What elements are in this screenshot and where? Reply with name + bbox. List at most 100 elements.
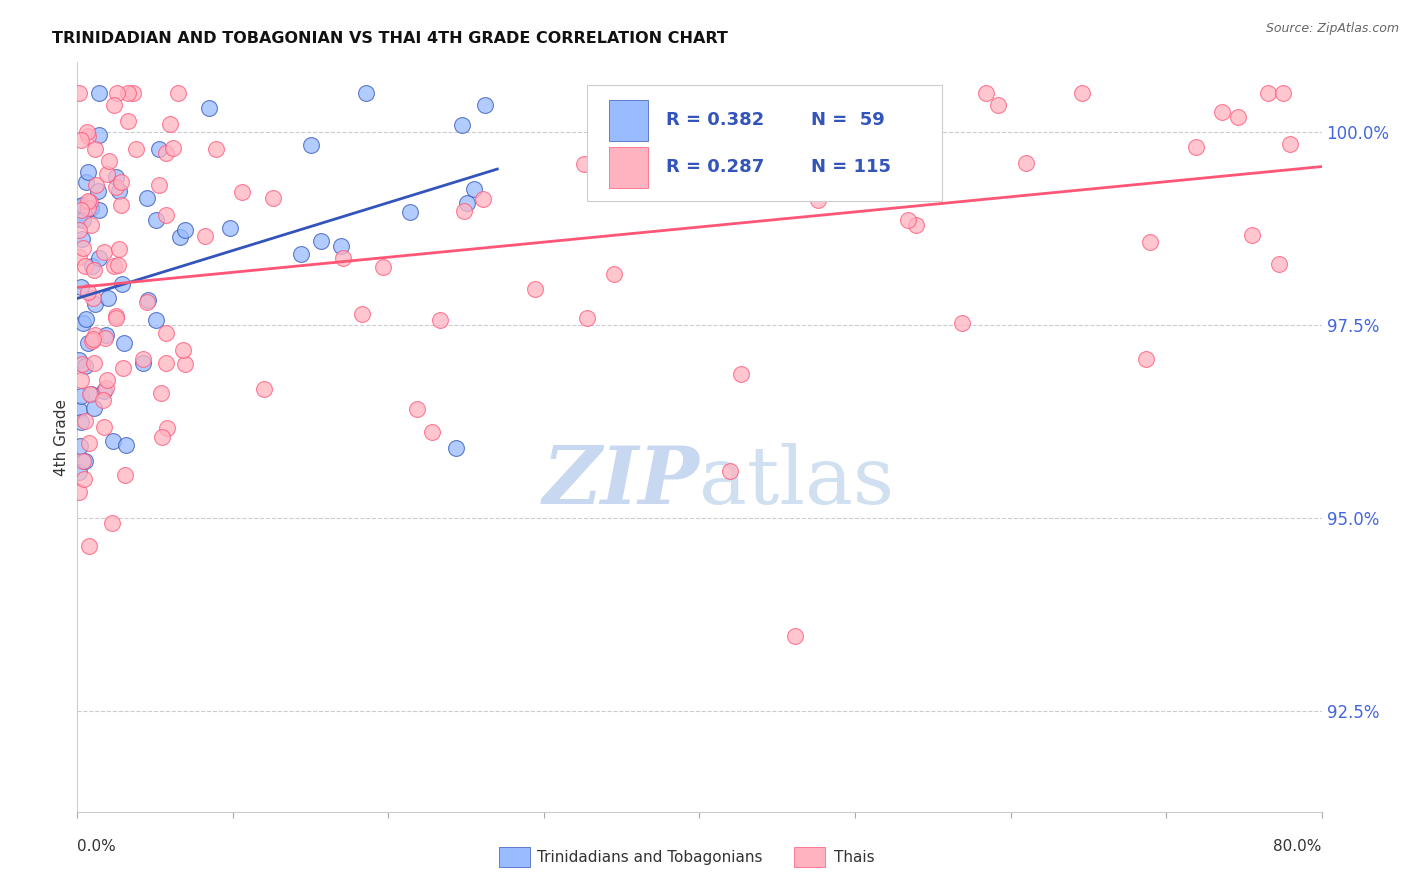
Point	[93, 392, 115, 407]
Point	[103, 98, 125, 112]
Point	[79, 387, 101, 401]
Point	[136, 295, 159, 310]
Point	[156, 421, 179, 435]
FancyBboxPatch shape	[609, 100, 648, 141]
Point	[77, 285, 100, 299]
Point	[70, 373, 93, 387]
Point	[82, 334, 104, 348]
Point	[987, 97, 1010, 112]
Point	[162, 141, 184, 155]
Point	[253, 382, 276, 396]
Point	[93, 384, 115, 399]
Point	[83, 328, 105, 343]
Text: N = 115: N = 115	[811, 159, 891, 177]
Point	[89, 87, 111, 101]
Point	[172, 343, 194, 357]
Point	[70, 198, 93, 212]
Point	[125, 143, 148, 157]
Text: 80.0%: 80.0%	[1274, 838, 1322, 854]
Y-axis label: 4th Grade: 4th Grade	[53, 399, 69, 475]
Point	[1015, 155, 1038, 169]
Point	[904, 218, 927, 232]
Point	[169, 230, 191, 244]
Point	[150, 385, 173, 400]
Point	[575, 310, 598, 325]
Point	[950, 316, 973, 330]
Point	[70, 232, 93, 246]
Point	[105, 309, 128, 323]
Point	[114, 467, 136, 482]
Point	[67, 87, 90, 101]
Point	[122, 87, 145, 101]
Point	[173, 223, 195, 237]
Point	[453, 204, 475, 219]
Point	[110, 175, 132, 189]
Point	[103, 260, 125, 274]
Point	[718, 464, 741, 478]
Point	[644, 103, 666, 117]
Point	[329, 238, 352, 252]
Point	[155, 326, 177, 340]
Point	[75, 359, 97, 374]
Point	[155, 146, 177, 161]
Point	[1268, 257, 1291, 271]
Point	[1227, 111, 1250, 125]
Point	[194, 229, 217, 244]
Point	[132, 352, 155, 367]
Point	[456, 195, 478, 210]
Point	[1071, 87, 1094, 101]
Point	[83, 297, 105, 311]
Point	[451, 118, 474, 132]
Point	[117, 114, 139, 128]
Point	[429, 313, 451, 327]
Point	[572, 157, 595, 171]
Point	[80, 259, 103, 273]
Point	[263, 192, 285, 206]
Point	[105, 87, 128, 101]
Point	[96, 167, 118, 181]
Point	[155, 356, 177, 370]
Point	[299, 138, 322, 153]
Point	[69, 133, 91, 147]
Point	[110, 198, 132, 212]
Point	[70, 357, 93, 371]
Point	[471, 192, 494, 206]
Point	[1257, 87, 1279, 101]
Point	[145, 312, 167, 326]
Point	[97, 154, 120, 169]
Point	[75, 259, 97, 273]
Point	[93, 420, 115, 434]
Point	[73, 414, 96, 428]
Point	[86, 178, 108, 193]
Point	[218, 221, 240, 235]
Point	[94, 327, 117, 342]
Point	[67, 465, 90, 479]
Point	[105, 180, 128, 194]
Point	[82, 291, 104, 305]
Point	[1135, 351, 1157, 366]
Point	[75, 311, 97, 326]
Point	[83, 401, 105, 415]
Point	[80, 202, 103, 216]
Point	[69, 389, 91, 403]
Point	[107, 258, 129, 272]
Point	[75, 175, 97, 189]
Point	[87, 128, 110, 142]
Point	[463, 182, 485, 196]
Point	[67, 250, 90, 264]
Point	[112, 335, 135, 350]
Point	[148, 178, 170, 192]
Text: TRINIDADIAN AND TOBAGONIAN VS THAI 4TH GRADE CORRELATION CHART: TRINIDADIAN AND TOBAGONIAN VS THAI 4TH G…	[52, 31, 728, 46]
Point	[880, 99, 903, 113]
Point	[420, 425, 443, 439]
Point	[70, 415, 93, 429]
Point	[117, 87, 139, 101]
Point	[1271, 87, 1294, 101]
Point	[817, 87, 839, 101]
Point	[1241, 228, 1264, 243]
Point	[77, 201, 100, 215]
Point	[474, 98, 496, 112]
Point	[136, 293, 159, 307]
Point	[104, 169, 127, 184]
Point	[405, 402, 427, 417]
